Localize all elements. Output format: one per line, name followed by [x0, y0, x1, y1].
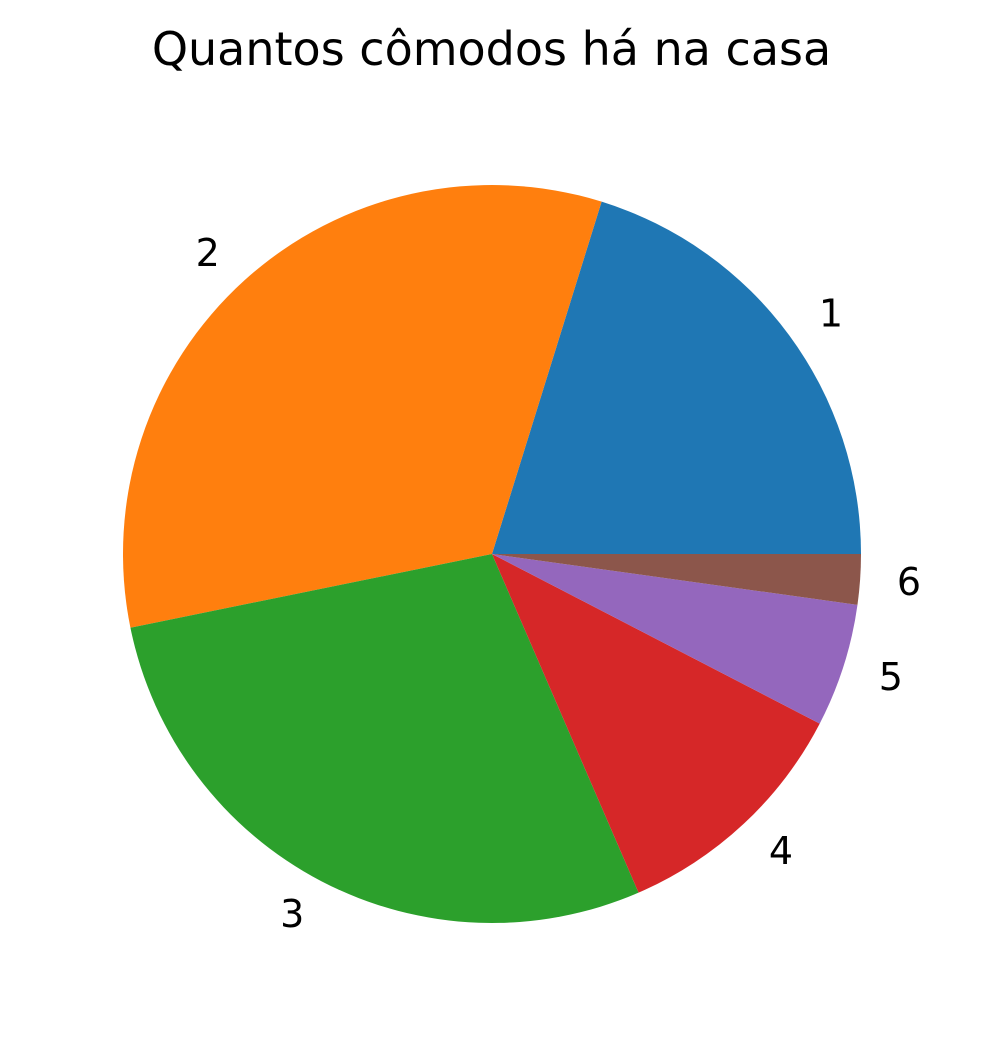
pie-slice-4 — [492, 554, 820, 893]
pie-label-3: 3 — [280, 892, 304, 936]
pie-labels: 1 2 3 4 5 6 — [196, 231, 922, 936]
pie-slice-1 — [492, 201, 861, 554]
pie-label-5: 5 — [879, 655, 903, 699]
chart-title: Quantos cômodos há na casa — [151, 22, 832, 76]
pie-label-4: 4 — [769, 829, 793, 873]
pie-label-2: 2 — [196, 231, 220, 275]
pie-slice-5 — [492, 554, 858, 724]
pie-slice-3 — [130, 554, 639, 924]
pie-label-6: 6 — [897, 560, 921, 604]
pie-slice-6 — [492, 554, 861, 605]
pie-slices — [122, 184, 861, 924]
pie-label-1: 1 — [819, 291, 843, 335]
pie-slice-2 — [122, 184, 602, 628]
